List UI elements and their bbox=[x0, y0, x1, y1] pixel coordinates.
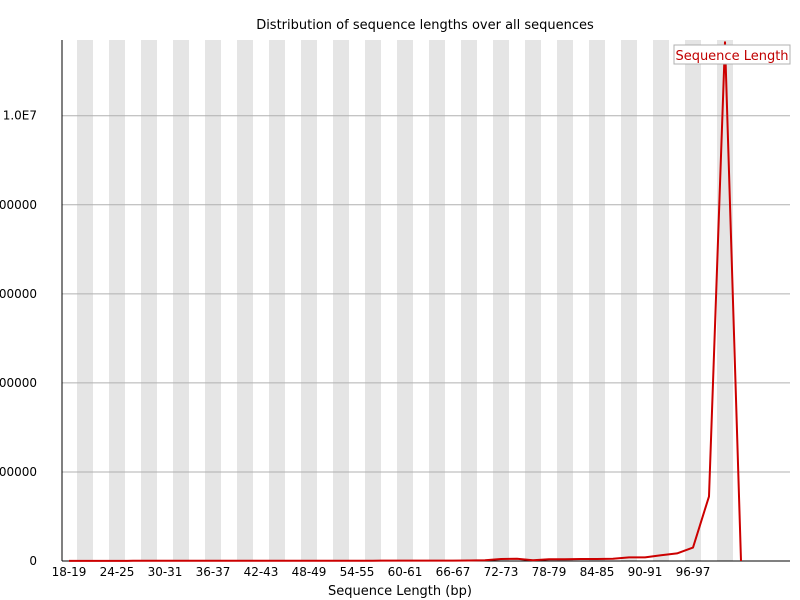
x-tick-label: 90-91 bbox=[628, 565, 663, 579]
y-tick-label: 2000000 bbox=[0, 465, 37, 479]
x-tick-label: 84-85 bbox=[580, 565, 615, 579]
background-stripes bbox=[77, 40, 733, 561]
x-tick-label: 48-49 bbox=[292, 565, 327, 579]
horizontal-gridlines bbox=[62, 115, 790, 473]
y-tick-label: 4000000 bbox=[0, 376, 37, 390]
x-tick-label: 36-37 bbox=[196, 565, 231, 579]
stripe bbox=[621, 40, 637, 561]
x-tick-label: 18-19 bbox=[52, 565, 87, 579]
stripe bbox=[493, 40, 509, 561]
stripe bbox=[269, 40, 285, 561]
x-tick-label: 30-31 bbox=[148, 565, 183, 579]
stripe bbox=[365, 40, 381, 561]
x-tick-label: 24-25 bbox=[100, 565, 135, 579]
x-tick-label: 72-73 bbox=[484, 565, 519, 579]
stripe bbox=[237, 40, 253, 561]
x-tick-label: 66-67 bbox=[436, 565, 471, 579]
stripe bbox=[205, 40, 221, 561]
stripe bbox=[77, 40, 93, 561]
y-tick-label: 8000000 bbox=[0, 198, 37, 212]
stripe bbox=[301, 40, 317, 561]
stripe bbox=[525, 40, 541, 561]
x-tick-label: 78-79 bbox=[532, 565, 567, 579]
x-tick-label: 42-43 bbox=[244, 565, 279, 579]
stripe bbox=[397, 40, 413, 561]
stripe bbox=[685, 40, 701, 561]
axes bbox=[61, 40, 790, 562]
stripe bbox=[461, 40, 477, 561]
stripe bbox=[717, 40, 733, 561]
x-tick-label: 96-97 bbox=[676, 565, 711, 579]
stripe bbox=[333, 40, 349, 561]
stripe bbox=[653, 40, 669, 561]
series-line bbox=[69, 41, 742, 562]
y-tick-label: 1.0E7 bbox=[3, 109, 37, 123]
stripe bbox=[141, 40, 157, 561]
chart-title: Distribution of sequence lengths over al… bbox=[256, 18, 594, 33]
legend-entry: Sequence Length bbox=[675, 49, 788, 64]
y-tick-label: 6000000 bbox=[0, 287, 37, 301]
stripe bbox=[557, 40, 573, 561]
x-tick-label: 60-61 bbox=[388, 565, 423, 579]
stripe bbox=[589, 40, 605, 561]
y-tick-label: 0 bbox=[29, 554, 37, 568]
x-tick-labels: 18-19 24-25 30-31 36-37 42-43 48-49 54-55 60-61… bbox=[52, 565, 711, 579]
stripe bbox=[109, 40, 125, 561]
y-tick-labels: 0 2000000 4000000 6000000 8000000 1.0E7 bbox=[0, 109, 37, 568]
legend-box bbox=[673, 44, 791, 65]
x-tick-label: 54-55 bbox=[340, 565, 375, 579]
series-lines bbox=[69, 41, 742, 562]
x-axis-label: Sequence Length (bp) bbox=[328, 584, 472, 599]
legend: Sequence Length bbox=[673, 44, 791, 65]
stripe bbox=[429, 40, 445, 561]
stripe bbox=[173, 40, 189, 561]
